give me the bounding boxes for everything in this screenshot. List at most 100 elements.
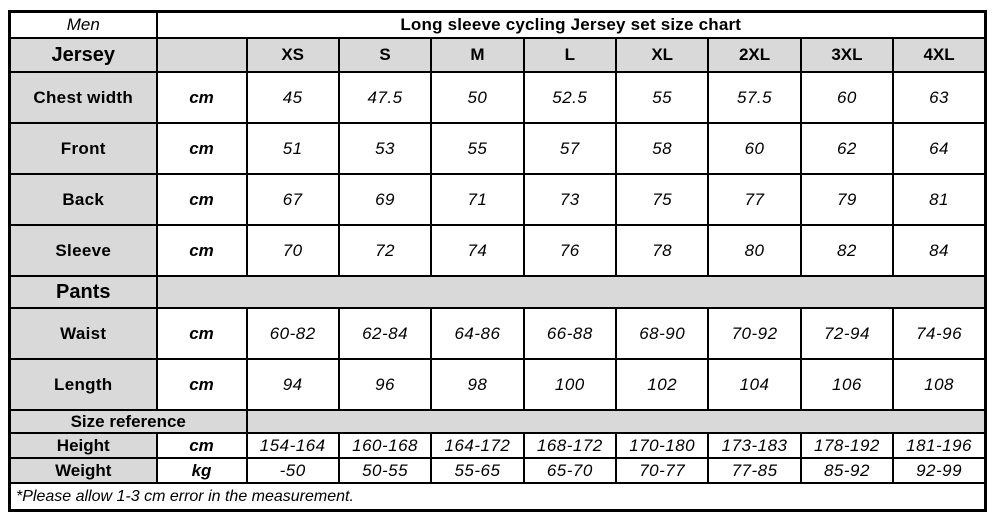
value-cell: 77 (707, 173, 802, 226)
value-cell: 69 (337, 173, 433, 226)
value-cell: 84 (892, 224, 987, 277)
table-row-length: Length cm 94 96 98 100 102 104 106 108 (8, 358, 987, 411)
value-cell: 80 (707, 224, 802, 277)
value-cell: 92-99 (892, 457, 987, 484)
value-cell: 55 (430, 122, 525, 175)
size-column-header-xs: XS (245, 37, 340, 73)
value-cell: 78 (614, 224, 710, 277)
unit-cell: cm (155, 358, 248, 411)
value-cell: 60 (707, 122, 802, 175)
value-cell: 51 (245, 122, 340, 175)
value-cell: 74-96 (892, 307, 987, 360)
row-label: Front (8, 122, 158, 175)
size-column-header-3xl: 3XL (799, 37, 895, 73)
section-row-size-reference: Size reference (8, 409, 987, 434)
value-cell: 70-77 (614, 457, 710, 484)
section-row-pants: Pants (8, 275, 987, 309)
value-cell: 96 (337, 358, 433, 411)
row-label: Chest width (8, 71, 158, 124)
unit-column-spacer (155, 37, 248, 73)
value-cell: 45 (245, 71, 340, 124)
value-cell: 164-172 (430, 432, 525, 459)
value-cell: 52.5 (522, 71, 618, 124)
value-cell: 66-88 (522, 307, 618, 360)
size-column-header-xl: XL (614, 37, 710, 73)
value-cell: 55-65 (430, 457, 525, 484)
unit-cell: cm (155, 71, 248, 124)
value-cell: 108 (892, 358, 987, 411)
table-row-waist: Waist cm 60-82 62-84 64-86 66-88 68-90 7… (8, 307, 987, 360)
value-cell: 154-164 (245, 432, 340, 459)
value-cell: 181-196 (892, 432, 987, 459)
footnote-row: *Please allow 1-3 cm error in the measur… (8, 482, 987, 512)
value-cell: 94 (245, 358, 340, 411)
row-label: Weight (8, 457, 158, 484)
table-row-sleeve: Sleeve cm 70 72 74 76 78 80 82 84 (8, 224, 987, 277)
value-cell: 178-192 (799, 432, 895, 459)
value-cell: 173-183 (707, 432, 802, 459)
value-cell: 57 (522, 122, 618, 175)
value-cell: 85-92 (799, 457, 895, 484)
value-cell: 74 (430, 224, 525, 277)
value-cell: 55 (614, 71, 710, 124)
value-cell: 70-92 (707, 307, 802, 360)
unit-cell: cm (155, 173, 248, 226)
value-cell: 100 (522, 358, 618, 411)
size-reference-spacer (245, 409, 987, 434)
value-cell: 170-180 (614, 432, 710, 459)
unit-cell: cm (155, 432, 248, 459)
table-row-front: Front cm 51 53 55 57 58 60 62 64 (8, 122, 987, 175)
value-cell: 50-55 (337, 457, 433, 484)
value-cell: 58 (614, 122, 710, 175)
table-row-back: Back cm 67 69 71 73 75 77 79 81 (8, 173, 987, 226)
size-column-header-l: L (522, 37, 618, 73)
value-cell: 65-70 (522, 457, 618, 484)
value-cell: 106 (799, 358, 895, 411)
value-cell: 68-90 (614, 307, 710, 360)
value-cell: 63 (892, 71, 987, 124)
value-cell: 76 (522, 224, 618, 277)
value-cell: 168-172 (522, 432, 618, 459)
unit-cell: cm (155, 307, 248, 360)
unit-cell: cm (155, 224, 248, 277)
size-chart: Men Long sleeve cycling Jersey set size … (8, 10, 987, 512)
footnote: *Please allow 1-3 cm error in the measur… (8, 482, 987, 512)
size-column-header-2xl: 2XL (707, 37, 802, 73)
row-label: Sleeve (8, 224, 158, 277)
size-chart-table: Men Long sleeve cycling Jersey set size … (8, 10, 987, 512)
value-cell: 82 (799, 224, 895, 277)
chart-title: Long sleeve cycling Jersey set size char… (155, 10, 987, 39)
section-header-jersey: Jersey (8, 37, 158, 73)
row-label: Waist (8, 307, 158, 360)
value-cell: 60 (799, 71, 895, 124)
size-column-header-4xl: 4XL (892, 37, 987, 73)
size-column-header-s: S (337, 37, 433, 73)
value-cell: 67 (245, 173, 340, 226)
value-cell: 62 (799, 122, 895, 175)
value-cell: 160-168 (337, 432, 433, 459)
value-cell: 70 (245, 224, 340, 277)
value-cell: 81 (892, 173, 987, 226)
unit-cell: cm (155, 122, 248, 175)
value-cell: 53 (337, 122, 433, 175)
row-label: Height (8, 432, 158, 459)
value-cell: -50 (245, 457, 340, 484)
value-cell: 60-82 (245, 307, 340, 360)
value-cell: 71 (430, 173, 525, 226)
value-cell: 104 (707, 358, 802, 411)
table-row-height: Height cm 154-164 160-168 164-172 168-17… (8, 432, 987, 459)
pants-header-spacer (155, 275, 987, 309)
title-row: Men Long sleeve cycling Jersey set size … (8, 10, 987, 39)
value-cell: 72 (337, 224, 433, 277)
value-cell: 75 (614, 173, 710, 226)
row-label: Back (8, 173, 158, 226)
value-cell: 102 (614, 358, 710, 411)
value-cell: 73 (522, 173, 618, 226)
section-header-size-reference: Size reference (8, 409, 248, 434)
value-cell: 77-85 (707, 457, 802, 484)
value-cell: 98 (430, 358, 525, 411)
value-cell: 62-84 (337, 307, 433, 360)
value-cell: 72-94 (799, 307, 895, 360)
table-row-chest-width: Chest width cm 45 47.5 50 52.5 55 57.5 6… (8, 71, 987, 124)
size-column-header-m: M (430, 37, 525, 73)
